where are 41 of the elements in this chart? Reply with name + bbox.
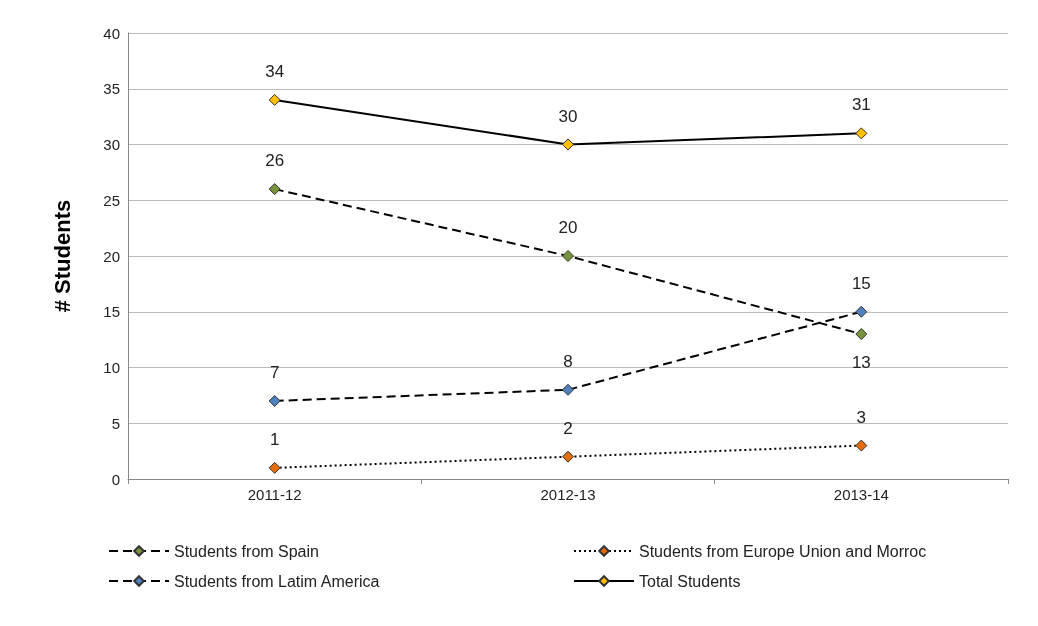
point (268, 93, 281, 106)
data-label: 20 (558, 218, 578, 237)
point (562, 250, 574, 262)
point (855, 439, 868, 452)
y-tick-label: 40 (103, 24, 120, 42)
y-tick-label: 0 (111, 470, 120, 488)
data-label: 26 (265, 151, 285, 171)
y-tick-label: 30 (103, 136, 120, 153)
legend-label: Students from Spain (174, 542, 319, 560)
x-tick-label: 2012-13 (540, 486, 596, 503)
legend-label: Students from Europe Union and Morroc (639, 542, 927, 560)
legend-label: Students from Latim America (174, 572, 380, 590)
data-label: 2 (563, 418, 573, 438)
data-label: 13 (851, 353, 871, 373)
legend-label: Total Students (639, 572, 741, 590)
data-label: 31 (851, 95, 871, 115)
point (268, 183, 281, 196)
y-tick-label: 35 (103, 80, 120, 98)
data-label: 1 (269, 429, 280, 449)
x-tick-label: 2013-14 (833, 486, 889, 503)
y-tick-label: 15 (103, 303, 120, 321)
point (855, 305, 868, 318)
point (562, 450, 574, 463)
x-tick-label: 2011-12 (247, 486, 302, 503)
y-tick-label: 20 (103, 247, 120, 265)
point (855, 127, 868, 140)
point (855, 328, 868, 341)
y-tick-label: 25 (103, 191, 120, 209)
point (268, 461, 281, 474)
data-label: 15 (851, 273, 871, 293)
y-tick-label: 5 (111, 414, 120, 432)
data-label: 30 (558, 106, 578, 126)
data-label: 7 (269, 362, 280, 382)
point (268, 394, 281, 407)
y-tick-label: 10 (103, 359, 120, 376)
data-label: 34 (265, 61, 285, 81)
point (562, 138, 574, 151)
data-label: 8 (563, 351, 573, 371)
data-label: 3 (856, 407, 867, 427)
y-axis-title: # Students (49, 199, 75, 313)
point (562, 383, 574, 396)
